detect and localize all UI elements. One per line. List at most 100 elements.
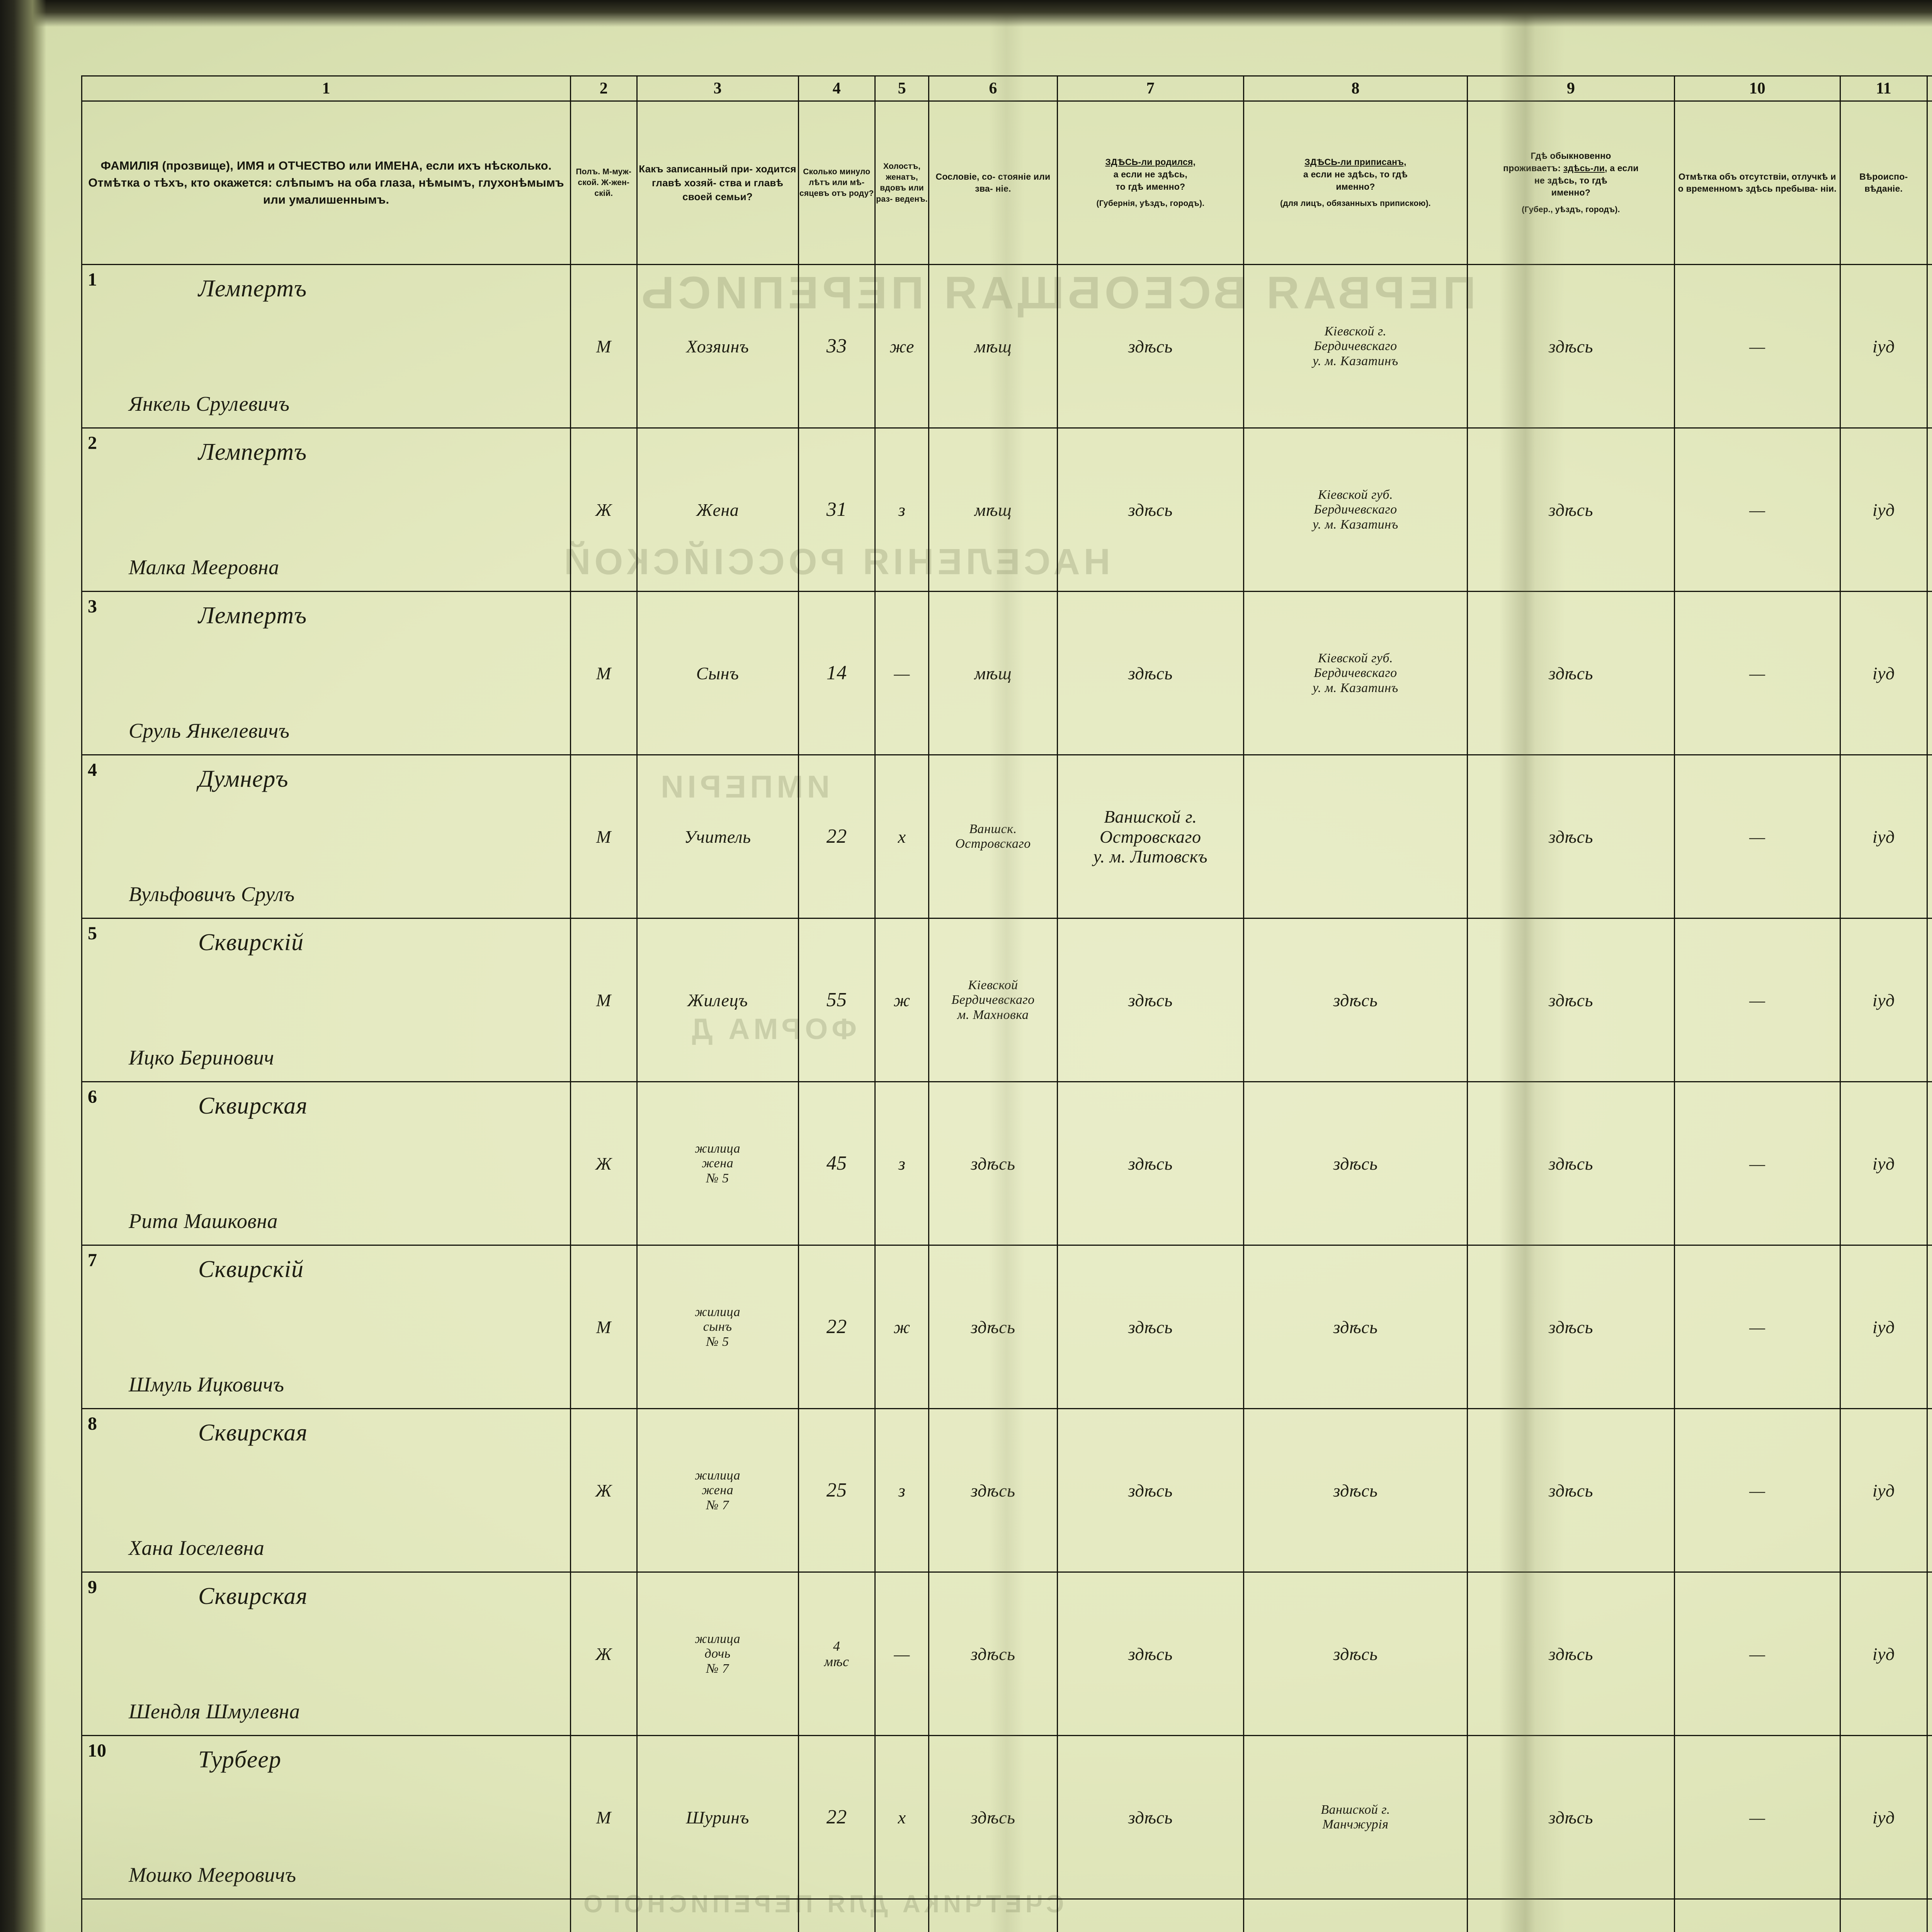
cell-religion[interactable]: іуд [1839,1735,1928,1900]
cell-sex[interactable]: Ж [570,1571,638,1736]
cell-residence[interactable]: здѣсь [1466,918,1675,1083]
cell-relation[interactable]: Сынъ [636,591,799,756]
cell-estate[interactable]: мѣщ [928,427,1058,592]
cell-registered[interactable]: здѣсь [1243,1571,1468,1736]
cell-age[interactable]: 33 [798,264,876,429]
cell-marital[interactable]: ж [874,918,930,1083]
cell-relation[interactable]: жилица дочь № 7 [636,1571,799,1736]
cell-religion[interactable]: іуд [1839,264,1928,429]
cell-marital[interactable]: х [874,1735,930,1900]
cell-language[interactable]: евр [1926,1735,1932,1900]
cell-residence[interactable]: здѣсь [1466,427,1675,592]
cell-marital[interactable]: — [874,1571,930,1736]
cell-language[interactable]: евр [1926,1081,1932,1246]
cell-registered[interactable]: Ваншской г. Манчжурія [1243,1735,1468,1900]
cell-religion[interactable]: іуд [1839,1245,1928,1410]
cell-estate[interactable]: Кіевской Бердичевскаго м. Махновка [928,918,1058,1083]
cell-birthplace[interactable]: здѣсь [1056,1735,1244,1900]
cell-age[interactable]: 25 [798,1408,876,1573]
cell-name[interactable]: 7 Сквирскій Шмуль Ицковичъ [81,1245,571,1410]
cell-birthplace[interactable]: здѣсь [1056,264,1244,429]
cell-age[interactable]: 55 [798,918,876,1083]
cell-marital[interactable]: же [874,264,930,429]
cell-name[interactable]: 6 Сквирская Рита Машковна [81,1081,571,1246]
cell-birthplace[interactable]: Ваншской г. Островскаго у. м. Литовскъ [1056,754,1244,919]
cell-birthplace[interactable]: здѣсь [1056,427,1244,592]
cell-birthplace[interactable]: здѣсь [1056,1571,1244,1736]
cell-residence[interactable]: здѣсь [1466,264,1675,429]
cell-age[interactable]: 45 [798,1081,876,1246]
cell-sex[interactable]: М [570,591,638,756]
cell-absence[interactable]: — [1673,264,1841,429]
cell-religion[interactable]: іуд [1839,918,1928,1083]
cell-relation[interactable]: Шуринъ [636,1735,799,1900]
cell-language[interactable]: евр [1926,918,1932,1083]
cell-estate[interactable]: здѣсь [928,1081,1058,1246]
cell-relation[interactable]: Хозяинъ [636,264,799,429]
cell-sex[interactable]: М [570,754,638,919]
cell-religion[interactable]: іуд [1839,754,1928,919]
table-row[interactable]: 1 Лемпертъ Янкель Срулевичъ М Хозяинъ 33 же мѣщ… [81,264,1932,429]
cell-absence[interactable]: — [1673,1408,1841,1573]
cell-age[interactable]: 31 [798,427,876,592]
cell-marital[interactable]: з [874,1408,930,1573]
cell-registered[interactable] [1243,754,1468,919]
cell-marital[interactable]: — [874,591,930,756]
cell-language[interactable]: евр [1926,754,1932,919]
cell-registered[interactable]: здѣсь [1243,918,1468,1083]
cell-registered[interactable]: Кіевской губ. Бердичевскаго у. м. Казати… [1243,591,1468,756]
cell-estate[interactable]: мѣщ [928,591,1058,756]
cell-name[interactable]: 8 Сквирская Хана Іоселевна [81,1408,571,1573]
cell-absence[interactable]: — [1673,1571,1841,1736]
cell-absence[interactable]: — [1673,918,1841,1083]
cell-name[interactable]: 9 Сквирская Шендля Шмулевна [81,1571,571,1736]
cell-absence[interactable]: — [1673,1245,1841,1410]
cell-relation[interactable]: Учитель [636,754,799,919]
table-row[interactable]: 10 Турбеер Мошко Мееровичъ М Шуринъ 22 х здѣсь з… [81,1735,1932,1900]
cell-language[interactable]: евр [1926,591,1932,756]
cell-registered[interactable]: здѣсь [1243,1245,1468,1410]
table-row[interactable]: 3 Лемпертъ Сруль Янкелевичъ М Сынъ 14 — мѣщ здѣс… [81,591,1932,756]
cell-age[interactable]: 22 [798,1245,876,1410]
cell-registered[interactable]: здѣсь [1243,1408,1468,1573]
cell-religion[interactable]: іуд [1839,1571,1928,1736]
cell-absence[interactable]: — [1673,591,1841,756]
cell-religion[interactable]: іуд [1839,427,1928,592]
cell-residence[interactable]: здѣсь [1466,1571,1675,1736]
cell-name[interactable]: 10 Турбеер Мошко Мееровичъ [81,1735,571,1900]
cell-relation[interactable]: жилица жена № 5 [636,1081,799,1246]
cell-name[interactable]: 3 Лемпертъ Сруль Янкелевичъ [81,591,571,756]
cell-absence[interactable]: — [1673,427,1841,592]
cell-birthplace[interactable]: здѣсь [1056,918,1244,1083]
cell-marital[interactable]: з [874,427,930,592]
cell-registered[interactable]: Кіевской г. Бердичевскаго у. м. Казатинъ [1243,264,1468,429]
cell-religion[interactable]: іуд [1839,1081,1928,1246]
cell-birthplace[interactable]: здѣсь [1056,1245,1244,1410]
cell-estate[interactable]: Ваншск. Островскаго [928,754,1058,919]
cell-registered[interactable]: здѣсь [1243,1081,1468,1246]
cell-birthplace[interactable]: здѣсь [1056,591,1244,756]
cell-language[interactable]: евр [1926,264,1932,429]
table-row[interactable]: 4 Думнеръ Вульфовичъ Срулъ М Учитель 22 х Ваншс… [81,754,1932,919]
cell-residence[interactable]: здѣсь [1466,1408,1675,1573]
cell-name[interactable]: 2 Лемпертъ Малка Мееровна [81,427,571,592]
cell-estate[interactable]: здѣсь [928,1245,1058,1410]
cell-relation[interactable]: Жилецъ [636,918,799,1083]
cell-relation[interactable]: жилица сынъ № 5 [636,1245,799,1410]
cell-residence[interactable]: здѣсь [1466,1245,1675,1410]
cell-absence[interactable]: — [1673,754,1841,919]
cell-residence[interactable]: здѣсь [1466,1081,1675,1246]
cell-sex[interactable]: Ж [570,1408,638,1573]
cell-religion[interactable]: іуд [1839,591,1928,756]
cell-sex[interactable]: М [570,264,638,429]
cell-estate[interactable]: здѣсь [928,1735,1058,1900]
cell-absence[interactable]: — [1673,1735,1841,1900]
cell-residence[interactable]: здѣсь [1466,754,1675,919]
cell-age[interactable]: 14 [798,591,876,756]
cell-birthplace[interactable]: здѣсь [1056,1408,1244,1573]
cell-name[interactable]: 1 Лемпертъ Янкель Срулевичъ [81,264,571,429]
cell-estate[interactable]: здѣсь [928,1571,1058,1736]
cell-residence[interactable]: здѣсь [1466,591,1675,756]
